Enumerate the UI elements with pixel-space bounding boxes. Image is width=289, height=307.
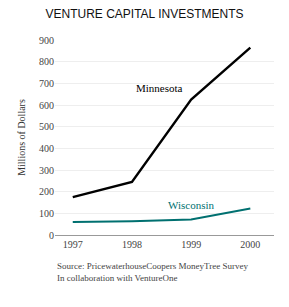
svg-text:800: 800	[39, 56, 54, 67]
svg-text:400: 400	[39, 143, 54, 154]
svg-text:Minnesota: Minnesota	[136, 82, 183, 94]
svg-text:Source: PricewaterhouseCoopers: Source: PricewaterhouseCoopers MoneyTree…	[57, 261, 248, 283]
svg-text:900: 900	[39, 35, 54, 46]
svg-text:700: 700	[39, 78, 54, 89]
svg-text:VENTURE CAPITAL INVESTMENTS: VENTURE CAPITAL INVESTMENTS	[45, 7, 243, 21]
svg-text:100: 100	[39, 208, 54, 219]
svg-text:1998: 1998	[122, 239, 142, 250]
svg-text:600: 600	[39, 100, 54, 111]
svg-text:500: 500	[39, 121, 54, 132]
svg-text:300: 300	[39, 165, 54, 176]
svg-text:Wisconsin: Wisconsin	[168, 199, 214, 211]
svg-text:1997: 1997	[63, 239, 83, 250]
svg-text:1999: 1999	[181, 239, 201, 250]
svg-text:Millions of Dollars: Millions of Dollars	[16, 99, 27, 176]
svg-text:2000: 2000	[240, 239, 260, 250]
svg-text:200: 200	[39, 186, 54, 197]
svg-text:0: 0	[49, 230, 54, 241]
